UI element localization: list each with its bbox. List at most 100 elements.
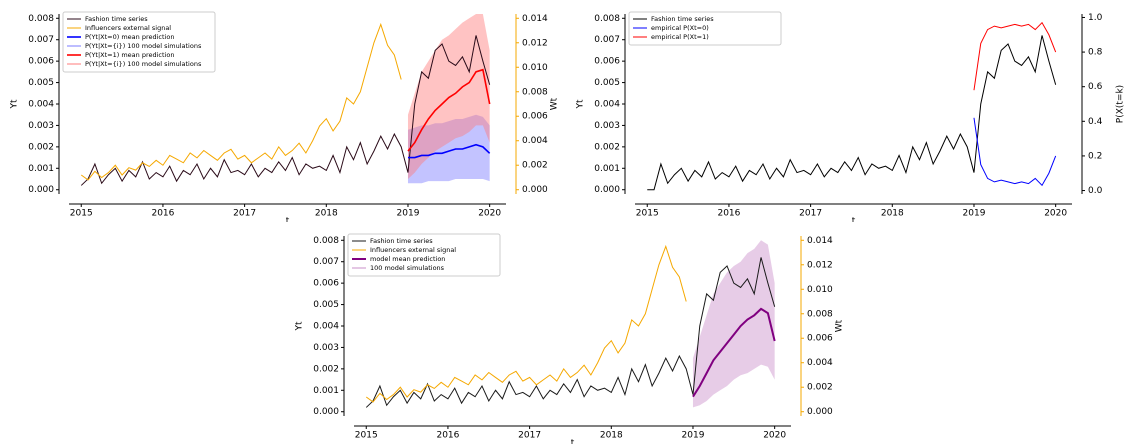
legend-label: Influencers external signal — [370, 246, 456, 254]
legend-label: model mean prediction — [370, 255, 445, 263]
y-axis-label: Yt — [10, 99, 20, 109]
y-tick-label: 0.008 — [313, 236, 339, 246]
series-line — [973, 117, 1057, 187]
x-tick-label: 2016 — [717, 209, 740, 219]
y-tick-label: 0.007 — [28, 35, 54, 45]
y2-tick-label: 0.012 — [807, 260, 833, 270]
x-axis-label: t — [852, 217, 856, 223]
y2-axis-label: Wt — [550, 97, 560, 110]
x-axis-label: t — [286, 217, 290, 223]
y-tick-label: 0.000 — [28, 185, 54, 195]
y-tick-label: 0.008 — [594, 14, 620, 24]
y-tick-label: 0.003 — [313, 343, 339, 353]
y-tick-label: 0.001 — [594, 164, 620, 174]
y-tick-label: 0.002 — [28, 142, 54, 152]
x-tick-label: 2018 — [315, 209, 338, 219]
y2-tick-label: 0.010 — [807, 285, 833, 295]
series-line — [692, 307, 776, 398]
y-axis-label: Yt — [576, 99, 586, 109]
y-tick-label: 0.003 — [28, 121, 54, 131]
series-line — [365, 257, 776, 408]
x-tick-label: 2015 — [636, 209, 659, 219]
y2-tick-label: 0.008 — [522, 87, 548, 97]
x-tick-label: 2019 — [963, 209, 986, 219]
y-tick-label: 0.000 — [594, 185, 620, 195]
legend-label: Influencers external signal — [85, 24, 171, 32]
x-tick-label: 2017 — [518, 431, 541, 441]
legend-label: P(Yt|Xt={i}) 100 model simulations — [85, 60, 202, 68]
y-tick-label: 0.001 — [313, 386, 339, 396]
x-tick-label: 2017 — [799, 209, 822, 219]
y-tick-label: 0.006 — [313, 279, 339, 289]
x-tick-label: 2020 — [478, 209, 501, 219]
y-tick-label: 0.008 — [28, 14, 54, 24]
legend-label: empirical P(Xt=1) — [651, 33, 709, 41]
y-axis-label: Yt — [295, 321, 305, 331]
x-tick-label: 2016 — [151, 209, 174, 219]
y-tick-label: 0.005 — [28, 78, 54, 88]
series-line — [973, 21, 1057, 91]
y2-tick-label: 0.000 — [522, 185, 548, 195]
y-tick-label: 0.003 — [594, 121, 620, 131]
series-line — [407, 68, 491, 152]
y2-tick-label: 0.004 — [522, 136, 548, 146]
y2-axis-label: Wt — [835, 319, 845, 332]
legend-box — [628, 11, 782, 46]
y2-tick-label: 0.004 — [807, 358, 833, 368]
y-tick-label: 0.007 — [313, 257, 339, 267]
x-tick-label: 2019 — [682, 431, 705, 441]
y-tick-label: 0.006 — [28, 57, 54, 67]
chart: 2015 2016 2017 2018 2019 2020 0.000 0.001 0.002 0… — [576, 11, 1126, 223]
y-tick-label: 0.002 — [594, 142, 620, 152]
x-tick-label: 2020 — [1044, 209, 1067, 219]
x-tick-label: 2015 — [355, 431, 378, 441]
legend-label: P(Yt|Xt={i}) 100 model simulations — [85, 42, 202, 50]
y-tick-label: 0.000 — [313, 407, 339, 417]
legend-label: Fashion time series — [651, 15, 714, 23]
y2-tick-label: 0.006 — [807, 334, 833, 344]
y2-tick-label: 0.2 — [1088, 151, 1102, 161]
x-tick-label: 2015 — [70, 209, 93, 219]
simulation-band — [692, 240, 775, 408]
x-tick-label: 2018 — [600, 431, 623, 441]
y2-tick-label: 0.8 — [1088, 48, 1103, 58]
y2-tick-label: 0.008 — [807, 309, 833, 319]
x-tick-label: 2017 — [233, 209, 256, 219]
y2-tick-label: 0.6 — [1088, 82, 1103, 92]
legend-label: Fashion time series — [370, 237, 433, 245]
y-tick-label: 0.002 — [313, 364, 339, 374]
legend-label: 100 model simulations — [370, 264, 445, 272]
y2-tick-label: 0.4 — [1088, 117, 1103, 127]
x-tick-label: 2020 — [763, 431, 786, 441]
y-tick-label: 0.005 — [313, 300, 339, 310]
y-tick-label: 0.004 — [594, 100, 620, 110]
y2-tick-label: 0.002 — [807, 383, 833, 393]
simulation-band — [407, 14, 490, 179]
x-tick-label: 2019 — [397, 209, 420, 219]
y2-tick-label: 1.0 — [1088, 13, 1103, 23]
y2-tick-label: 0.006 — [522, 112, 548, 122]
legend-label: Fashion time series — [85, 15, 148, 23]
y2-tick-label: 0.014 — [807, 236, 833, 246]
y2-tick-label: 0.002 — [522, 161, 548, 171]
x-tick-label: 2016 — [436, 431, 459, 441]
y2-tick-label: 0.012 — [522, 38, 548, 48]
series-line — [407, 143, 491, 159]
legend-label: P(Yt|Xt=0) mean prediction — [85, 33, 174, 41]
x-axis-label: t — [571, 439, 575, 444]
chart: 2015 2016 2017 2018 2019 2020 0.000 0.001 0.002 0… — [295, 233, 845, 444]
simulation-band — [407, 114, 490, 184]
y2-tick-label: 0.0 — [1088, 186, 1103, 196]
y2-axis-label: P(X(t=k) — [1116, 85, 1126, 123]
chart: 2015 2016 2017 2018 2019 2020 0.000 0.001 0.002 0… — [10, 11, 560, 223]
x-tick-label: 2018 — [881, 209, 904, 219]
y-tick-label: 0.001 — [28, 164, 54, 174]
y2-tick-label: 0.010 — [522, 63, 548, 73]
legend-box — [347, 233, 501, 277]
y-tick-label: 0.006 — [594, 57, 620, 67]
series-line — [80, 22, 402, 181]
